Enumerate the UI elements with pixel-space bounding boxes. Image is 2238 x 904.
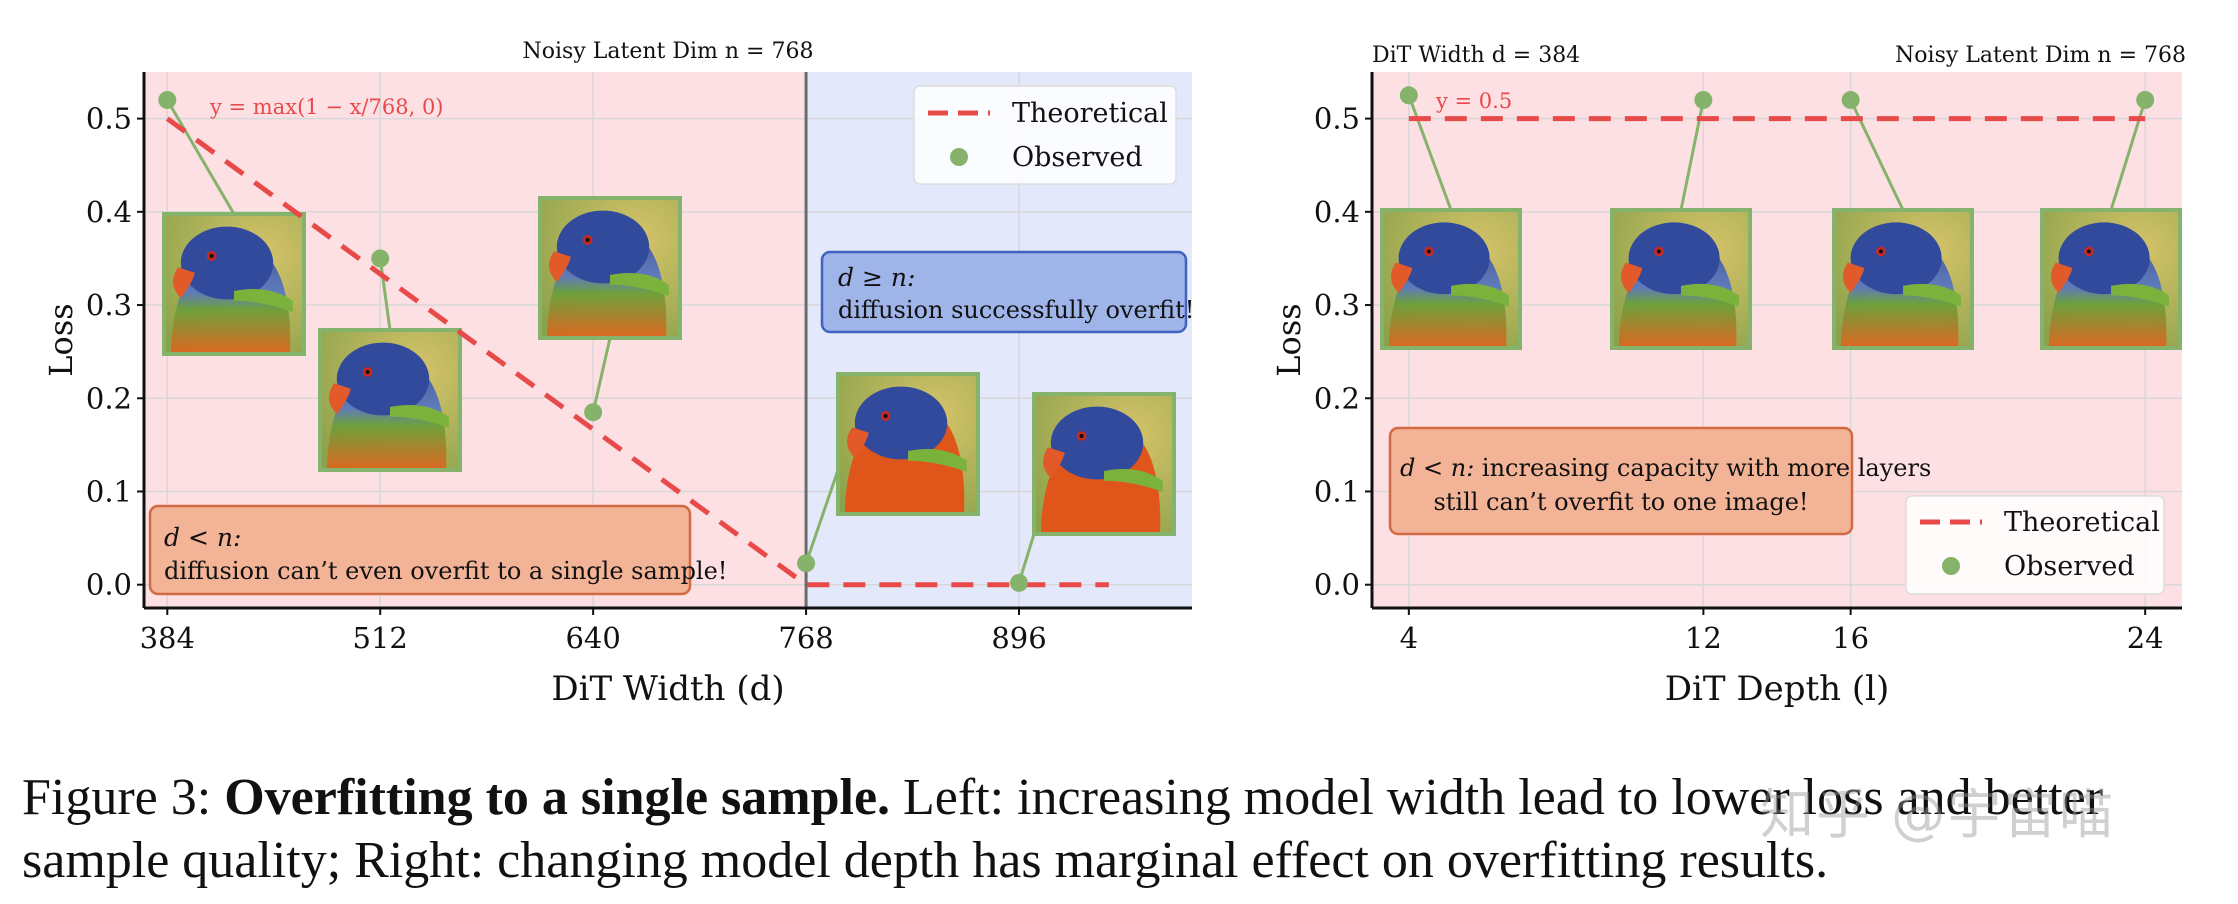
legend-observed-swatch [1942,557,1960,575]
parrot-sample-image [836,372,980,516]
svg-text:diffusion can’t even overfit t: diffusion can’t even overfit to a single… [164,557,727,585]
callout-d-less-n-right: d < n: increasing capacity with more lay… [1388,426,1931,536]
parrot-sample-image [1032,392,1176,536]
parrot-sample-image [2040,208,2182,350]
y-tick-label: 0.1 [1314,474,1360,508]
right-y-axis-label: Loss [1270,303,1308,376]
parrot-sample-image [162,212,306,356]
x-tick-label: 512 [353,621,408,655]
legend-observed-swatch [950,148,968,166]
callout-d-geq-n: d ≥ n: diffusion successfully overfit! [820,250,1194,334]
y-tick-label: 0.0 [86,568,132,602]
right-legend: Theoretical Observed [1905,495,2165,595]
x-tick-label: 16 [1832,621,1869,655]
right-title-right: Noisy Latent Dim n = 768 [1895,43,2186,68]
y-tick-label: 0.3 [86,288,132,322]
x-tick-label: 640 [565,621,620,655]
observed-stem [804,469,840,564]
caption-line-2: sample quality; Right: changing model de… [22,832,1829,889]
right-formula-annotation: y = 0.5 [1435,89,1512,113]
left-observed-stems [165,99,1036,584]
left-y-tick-labels: 0.0 0.1 0.2 0.3 0.4 0.5 [86,102,144,602]
y-tick-label: 0.2 [86,381,132,415]
left-y-axis-label: Loss [42,303,80,376]
svg-text:still can’t overfit to one ima: still can’t overfit to one image! [1433,488,1808,516]
observed-point [797,554,816,573]
svg-text:d < n: increasing capacity wit: d < n: increasing capacity with more lay… [1400,454,1931,482]
left-chart: Noisy Latent Dim n = 768 384 512 640 768 896… [42,39,1194,709]
observed-point [158,90,177,109]
right-x-tick-labels: 4 12 16 24 [1400,608,2164,655]
zhihu-watermark: 知乎 @宇宙喵 [1760,783,2116,846]
legend-observed-label: Observed [1012,142,1143,173]
y-tick-label: 0.1 [86,474,132,508]
observed-point [2136,90,2155,109]
svg-text:d < n:: d < n: [164,523,241,552]
caption-bold-title: Overfitting to a single sample. [224,769,891,826]
x-tick-label: 768 [778,621,833,655]
left-observed-points [158,90,1028,592]
observed-stem [165,99,236,215]
parrot-sample-image [1832,208,1974,350]
figure-3: Noisy Latent Dim n = 768 384 512 640 768 896… [42,39,2186,709]
observed-stem [1407,94,1453,211]
svg-text:diffusion successfully overfit: diffusion successfully overfit! [838,296,1194,324]
parrot-sample-image [538,196,682,340]
callout-d-less-n-left: d < n: diffusion can’t even overfit to a… [148,504,727,596]
caption-line-1: Figure 3: Overfitting to a single sample… [22,766,2222,829]
observed-point [1009,573,1028,592]
legend-observed-label: Observed [2004,551,2135,582]
right-title-left: DiT Width d = 384 [1372,43,1580,68]
x-tick-label: 384 [140,621,195,655]
observed-point [371,249,390,268]
right-sample-images [1380,208,2182,350]
x-tick-label: 896 [991,621,1046,655]
x-tick-label: 4 [1400,621,1418,655]
y-tick-label: 0.3 [1314,288,1360,322]
right-axes [1370,72,2182,610]
observed-point [1694,90,1713,109]
right-x-axis-label: DiT Depth (l) [1665,669,1890,709]
observed-point [1399,86,1418,105]
svg-text:d ≥ n:: d ≥ n: [838,263,915,292]
right-y-tick-labels: 0.0 0.1 0.2 0.3 0.4 0.5 [1314,102,1372,602]
y-tick-label: 0.4 [86,195,132,229]
caption-label: Figure 3: [22,769,212,826]
figure-caption: Figure 3: Overfitting to a single sample… [22,766,2222,892]
left-title: Noisy Latent Dim n = 768 [523,39,814,64]
left-x-tick-labels: 384 512 640 768 896 [140,608,1047,655]
y-tick-label: 0.2 [1314,381,1360,415]
parrot-sample-image [1380,208,1522,350]
left-theoretical-line [165,116,1109,588]
x-tick-label: 24 [2127,621,2164,655]
x-tick-label: 12 [1685,621,1722,655]
right-observed-points [1399,86,2155,109]
caption-line-1-text: Left: increasing model width lead to low… [903,769,2104,826]
right-chart: DiT Width d = 384 Noisy Latent Dim n = 7… [1270,43,2186,709]
observed-point [1841,90,1860,109]
left-formula-annotation: y = max(1 − x/768, 0) [209,95,444,119]
parrot-sample-image [1610,208,1752,350]
legend-theoretical-label: Theoretical [2004,507,2160,538]
observed-stem [591,337,612,413]
y-tick-label: 0.5 [1314,102,1360,136]
left-x-axis-label: DiT Width (d) [551,669,784,709]
y-tick-label: 0.4 [1314,195,1360,229]
legend-theoretical-label: Theoretical [1012,98,1168,129]
left-legend: Theoretical Observed [913,85,1177,185]
y-tick-label: 0.0 [1314,568,1360,602]
left-axes [142,72,1192,610]
left-sample-images [162,196,1176,536]
parrot-sample-image [318,328,462,472]
observed-point [584,403,603,422]
y-tick-label: 0.5 [86,102,132,136]
observed-stem [378,258,392,331]
